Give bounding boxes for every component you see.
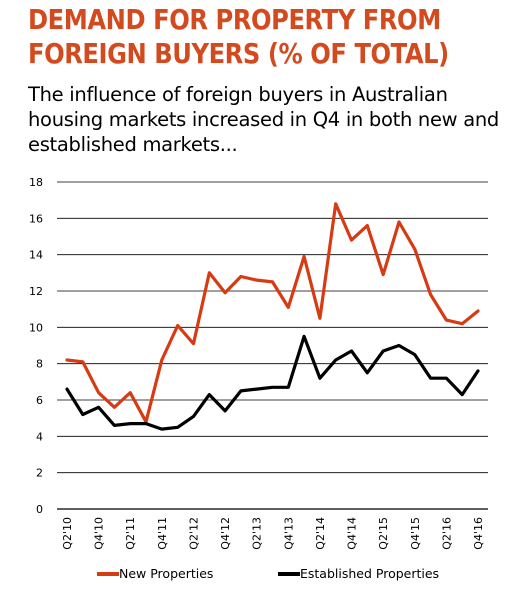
y-tick-label: 14: [29, 249, 43, 262]
chart-legend: New Properties Established Properties: [0, 566, 512, 586]
chart-subtitle: The influence of foreign buyers in Austr…: [28, 83, 499, 156]
x-tick-label: Q4'14: [346, 517, 359, 550]
x-tick-label: Q4'16: [472, 517, 485, 550]
x-tick-label: Q4'15: [409, 517, 422, 550]
y-tick-label: 10: [29, 321, 43, 334]
y-tick-label: 4: [36, 430, 43, 443]
y-tick-label: 6: [36, 394, 43, 407]
y-tick-label: 16: [29, 212, 43, 225]
legend-label-new: New Properties: [119, 566, 214, 581]
x-tick-label: Q4'10: [93, 517, 106, 550]
legend-label-established: Established Properties: [300, 566, 440, 581]
chart-title: DEMAND FOR PROPERTY FROM FOREIGN BUYERS …: [28, 4, 449, 70]
y-tick-label: 12: [29, 285, 43, 298]
legend-swatch-new: [97, 571, 119, 576]
y-tick-label: 8: [36, 358, 43, 371]
x-tick-label: Q4'11: [156, 517, 169, 550]
x-tick-label: Q2'10: [61, 517, 74, 550]
legend-swatch-established: [278, 571, 300, 576]
x-tick-label: Q2'12: [187, 517, 200, 550]
x-tick-label: Q2'13: [251, 517, 264, 550]
x-tick-label: Q4'12: [219, 517, 232, 550]
x-tick-label: Q2'15: [377, 517, 390, 550]
series-line-established-properties: [65, 334, 480, 431]
y-tick-label: 0: [36, 503, 43, 516]
x-tick-label: Q4'13: [282, 517, 295, 550]
x-tick-label: Q2'16: [440, 517, 453, 550]
series-line-new-properties: [65, 202, 480, 424]
x-tick-label: Q2'11: [124, 517, 137, 550]
y-tick-label: 18: [29, 176, 43, 189]
x-tick-label: Q2'14: [314, 517, 327, 550]
legend-item-new: New Properties: [97, 566, 213, 581]
y-tick-label: 2: [36, 467, 43, 480]
legend-item-established: Established Properties: [278, 566, 439, 581]
